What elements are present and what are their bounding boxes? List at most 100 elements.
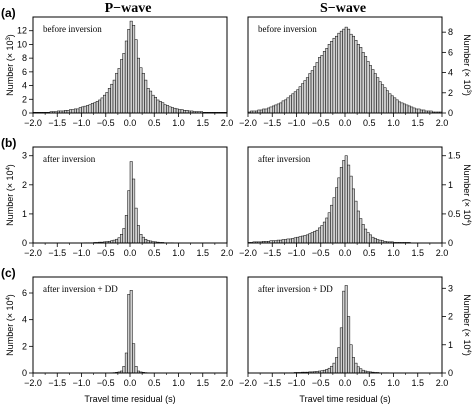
histogram-bar bbox=[284, 99, 288, 114]
column-title-s-wave: S−wave bbox=[320, 1, 366, 16]
histogram-bar bbox=[398, 101, 402, 114]
histogram-bar bbox=[71, 109, 75, 114]
histogram-bar bbox=[127, 29, 131, 114]
panel-annotation: after inversion + DD bbox=[258, 284, 333, 294]
y-tick-label: 6 bbox=[448, 47, 453, 57]
histogram-bar bbox=[347, 316, 351, 374]
y-tick-label: 0.5 bbox=[448, 209, 461, 219]
histogram-bar bbox=[373, 238, 377, 244]
x-tick-label: 0.0 bbox=[339, 118, 352, 128]
panel-5: −2.0 −1.5 −1.0 −0.5 0.0 0.5 1.0 1.5 2.0 0 2 4 6 Numbe… bbox=[5, 276, 234, 388]
histogram-bar bbox=[107, 88, 111, 114]
panel-annotation: after inversion + DD bbox=[43, 284, 118, 294]
histogram-bar bbox=[322, 221, 326, 244]
x-tick-label: 1.0 bbox=[387, 118, 400, 128]
x-tick-label: 1.0 bbox=[172, 248, 185, 258]
histogram-bar bbox=[412, 107, 416, 114]
histogram-bar bbox=[296, 89, 300, 114]
y-axis-label: Number (× 104) bbox=[462, 164, 472, 226]
histogram-bar bbox=[308, 233, 312, 244]
histogram-bar bbox=[354, 200, 358, 244]
histogram-bar bbox=[361, 224, 365, 244]
histogram-bar bbox=[81, 106, 85, 114]
histogram-bar bbox=[301, 83, 305, 114]
histogram-bar bbox=[301, 235, 305, 244]
histogram-bar bbox=[364, 228, 368, 244]
histogram-bar bbox=[120, 234, 123, 244]
histogram-bar bbox=[410, 106, 414, 114]
y-tick-label: 2 bbox=[448, 312, 453, 322]
x-tick-label: −0.5 bbox=[312, 118, 330, 128]
histogram-bar bbox=[141, 72, 145, 114]
histogram-bar bbox=[402, 103, 406, 114]
histogram-bar bbox=[315, 229, 319, 244]
histogram-bar bbox=[335, 187, 338, 244]
histogram-bar bbox=[120, 59, 123, 114]
histogram-bar bbox=[100, 97, 104, 114]
histogram-bar bbox=[293, 237, 297, 244]
y-axis-label: Number (× 103) bbox=[462, 34, 472, 96]
histogram-bar bbox=[95, 101, 99, 114]
y-tick-label: 1 bbox=[448, 340, 453, 350]
histogram-bar bbox=[390, 95, 394, 114]
x-tick-label: 0.0 bbox=[339, 378, 352, 388]
histogram-bar bbox=[117, 68, 121, 114]
x-tick-label: −2.0 bbox=[24, 378, 42, 388]
panel-4: −2.0 −1.5 −1.0 −0.5 0.0 0.5 1.0 1.5 2.000.511.5N… bbox=[239, 146, 472, 258]
histogram-bar bbox=[310, 70, 314, 114]
x-tick-label: 2.0 bbox=[221, 248, 234, 258]
y-tick-label: 0 bbox=[448, 368, 453, 378]
x-tick-label: −1.5 bbox=[48, 248, 66, 258]
histogram-bar bbox=[415, 108, 418, 114]
x-tick-label: −2.0 bbox=[239, 378, 257, 388]
panel-annotation: before inversion bbox=[258, 24, 317, 34]
histogram-bar bbox=[166, 105, 170, 114]
histogram-bar bbox=[342, 290, 346, 374]
histogram-bar bbox=[288, 238, 292, 244]
y-tick-label: 0 bbox=[22, 108, 27, 118]
histogram-bar bbox=[267, 107, 271, 114]
y-tick-label: 2 bbox=[22, 341, 27, 351]
histogram-bar bbox=[168, 106, 172, 114]
histogram-bar bbox=[78, 107, 82, 114]
histogram-bar bbox=[274, 104, 278, 114]
row-label-b: (b) bbox=[1, 136, 16, 150]
histogram-bar bbox=[124, 215, 128, 244]
histogram-bar bbox=[313, 231, 317, 244]
y-tick-label: 1.5 bbox=[448, 151, 461, 161]
histogram-bar bbox=[175, 108, 179, 114]
histogram-bar bbox=[381, 84, 385, 114]
y-tick-label: 4 bbox=[22, 315, 27, 325]
x-axis-label-s-wave: Travel time residual (s) bbox=[299, 394, 390, 404]
x-tick-label: 0.5 bbox=[148, 118, 161, 128]
y-tick-label: 2 bbox=[448, 88, 453, 98]
histogram-bar bbox=[144, 238, 148, 244]
histogram-bar bbox=[339, 30, 343, 114]
histogram-bar bbox=[293, 91, 297, 114]
row-label-c: (c) bbox=[1, 266, 16, 280]
x-tick-label: −1.5 bbox=[263, 248, 281, 258]
histogram-bar bbox=[110, 83, 114, 114]
y-tick-label: 4 bbox=[448, 68, 453, 78]
histogram-bar bbox=[122, 228, 126, 244]
histogram-bar bbox=[298, 86, 302, 114]
x-tick-label: 2.0 bbox=[221, 378, 234, 388]
histogram-bar bbox=[291, 93, 295, 114]
histogram-bar bbox=[376, 77, 380, 114]
histogram-bar bbox=[122, 366, 126, 374]
histogram-bar bbox=[127, 294, 131, 374]
histogram-bar bbox=[137, 225, 140, 244]
histogram-bar bbox=[124, 40, 128, 114]
histogram-bar bbox=[281, 100, 285, 114]
x-tick-label: 0.5 bbox=[148, 248, 161, 258]
panel-annotation: before inversion bbox=[43, 24, 102, 34]
y-tick-label: 8 bbox=[448, 27, 453, 37]
histogram-bar bbox=[146, 88, 150, 114]
histogram-bar bbox=[327, 44, 331, 114]
y-tick-label: 0 bbox=[22, 368, 27, 378]
y-tick-label: 4 bbox=[22, 81, 27, 91]
histogram-bar bbox=[349, 33, 353, 114]
histogram-bar bbox=[154, 96, 157, 114]
histogram-bar bbox=[286, 97, 290, 114]
histogram-bar bbox=[272, 105, 275, 114]
